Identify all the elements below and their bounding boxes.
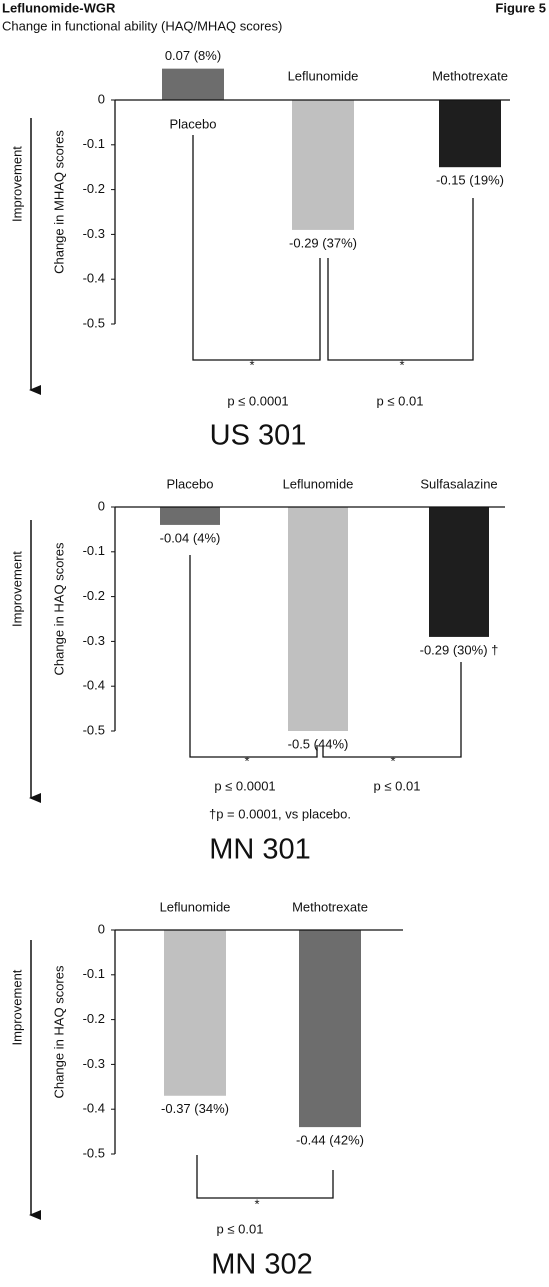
bar <box>292 100 354 230</box>
chart-title: MN 301 <box>209 834 311 866</box>
annotation: p ≤ 0.0001 <box>227 393 288 408</box>
y-tick-label: -0.3 <box>83 633 105 648</box>
bracket <box>196 1155 334 1199</box>
bracket <box>327 198 474 361</box>
y-axis-label: Change in HAQ scores <box>51 965 66 1098</box>
value-label: -0.44 (42%) <box>296 1133 364 1148</box>
y-tick-label: -0.2 <box>83 181 105 196</box>
y-tick-label: -0.1 <box>83 136 105 151</box>
arrow-label: Improvement <box>9 146 24 222</box>
value-label: -0.29 (30%) † <box>420 642 499 657</box>
annotation: p ≤ 0.01 <box>217 1221 264 1236</box>
bar <box>299 930 361 1128</box>
arrow-label: Improvement <box>9 969 24 1045</box>
category-label: Leflunomide <box>283 476 354 491</box>
chart-title: US 301 <box>210 420 307 452</box>
bracket <box>322 662 462 758</box>
category-label: Leflunomide <box>160 899 231 914</box>
bracket <box>189 555 318 758</box>
annotation: p ≤ 0.01 <box>374 778 421 793</box>
bar <box>162 68 224 100</box>
y-tick-label: -0.2 <box>83 1011 105 1026</box>
category-label: Sulfasalazine <box>420 476 497 491</box>
y-tick-label: -0.2 <box>83 588 105 603</box>
annotation: * <box>244 753 249 768</box>
annotation: p ≤ 0.0001 <box>214 778 275 793</box>
category-label: Methotrexate <box>432 68 508 83</box>
chart-title: MN 302 <box>211 1249 313 1281</box>
annotation: p ≤ 0.01 <box>377 393 424 408</box>
category-label: Placebo <box>167 476 214 491</box>
y-tick-label: 0 <box>98 91 105 106</box>
category-label: Methotrexate <box>292 899 368 914</box>
annotation: * <box>254 1196 259 1211</box>
value-label: -0.15 (19%) <box>436 173 504 188</box>
y-tick-label: -0.1 <box>83 966 105 981</box>
y-tick-label: 0 <box>98 921 105 936</box>
value-label: -0.37 (34%) <box>161 1101 229 1116</box>
y-tick-label: -0.4 <box>83 271 105 286</box>
category-label: Leflunomide <box>288 68 359 83</box>
annotation: * <box>249 357 254 372</box>
y-tick-label: -0.5 <box>83 722 105 737</box>
arrow-label: Improvement <box>9 551 24 627</box>
bar <box>288 507 348 731</box>
value-label: -0.5 (44%) <box>288 736 349 751</box>
y-tick-label: -0.5 <box>83 315 105 330</box>
value-label: -0.29 (37%) <box>289 235 357 250</box>
y-tick-label: -0.1 <box>83 543 105 558</box>
y-axis-label: Change in MHAQ scores <box>51 130 66 274</box>
y-axis-label: Change in HAQ scores <box>51 542 66 675</box>
annotation: †p = 0.0001, vs placebo. <box>209 806 351 821</box>
y-tick-label: -0.3 <box>83 1056 105 1071</box>
y-tick-label: -0.5 <box>83 1145 105 1160</box>
bar <box>429 507 489 637</box>
subtitle: Change in functional ability (HAQ/MHAQ s… <box>2 18 282 33</box>
bar <box>160 507 220 525</box>
bar <box>164 930 226 1096</box>
value-label: 0.07 (8%) <box>165 48 221 63</box>
y-tick-label: -0.4 <box>83 1101 105 1116</box>
y-tick-label: -0.3 <box>83 226 105 241</box>
bar <box>439 100 501 168</box>
header-title: Leflunomide-WGR <box>2 0 116 15</box>
y-tick-label: 0 <box>98 498 105 513</box>
annotation: * <box>399 357 404 372</box>
value-label: -0.04 (4%) <box>160 530 221 545</box>
bracket <box>192 135 321 361</box>
category-label: Placebo <box>170 116 217 131</box>
figure-label: Figure 5 <box>495 0 546 15</box>
annotation: * <box>390 753 395 768</box>
y-tick-label: -0.4 <box>83 678 105 693</box>
